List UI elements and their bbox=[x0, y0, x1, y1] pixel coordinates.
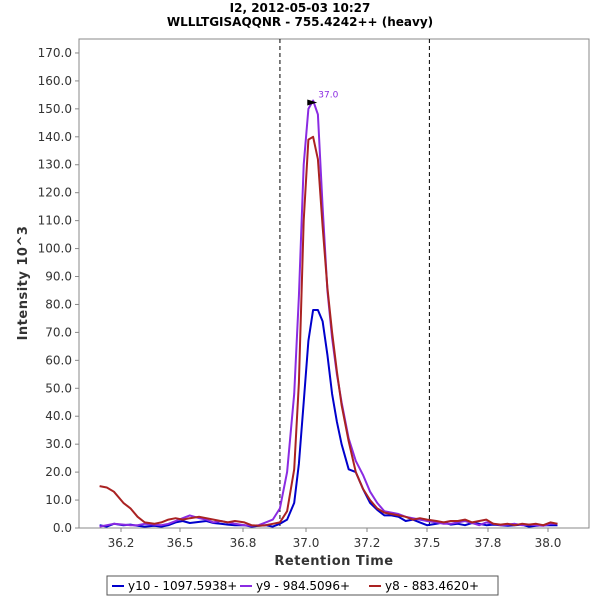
series-lines bbox=[99, 99, 558, 528]
x-tick-label: 37.5 bbox=[414, 536, 441, 550]
x-axis-label: Retention Time bbox=[274, 554, 393, 569]
y-tick-label: 0.0 bbox=[53, 521, 72, 535]
y-tick-label: 30.0 bbox=[45, 437, 72, 451]
peak-marker-icon bbox=[307, 99, 318, 106]
legend-label: y8 - 883.4620+ bbox=[385, 579, 479, 593]
x-tick-label: 36.8 bbox=[230, 536, 257, 550]
y-tick-label: 150.0 bbox=[38, 102, 72, 116]
x-tick-label: 37.8 bbox=[475, 536, 502, 550]
y-tick-label: 120.0 bbox=[38, 186, 72, 200]
y-tick-label: 170.0 bbox=[38, 46, 72, 60]
legend-label: y10 - 1097.5938+ bbox=[128, 579, 237, 593]
x-tick-label: 38.0 bbox=[535, 536, 562, 550]
series-line-y8 bbox=[99, 135, 558, 527]
x-axis: 36.2 36.5 36.8 37.0 37.2 37.5 37.8 38.0 bbox=[108, 528, 562, 550]
y-axis: 0.0 10.0 20.0 30.0 40.0 50.0 60.0 70.0 80.0 90.0 1… bbox=[38, 46, 79, 535]
y-tick-label: 70.0 bbox=[45, 325, 72, 339]
x-tick-label: 37.0 bbox=[293, 536, 320, 550]
plot-area bbox=[78, 38, 590, 529]
y-tick-label: 40.0 bbox=[45, 409, 72, 423]
y-tick-label: 50.0 bbox=[45, 381, 72, 395]
y-tick-label: 90.0 bbox=[45, 270, 72, 284]
chart-title: I2, 2012-05-03 10:27 bbox=[230, 1, 371, 15]
y-tick-label: 160.0 bbox=[38, 74, 72, 88]
y-tick-label: 110.0 bbox=[38, 214, 72, 228]
legend-label: y9 - 984.5096+ bbox=[256, 579, 350, 593]
x-tick-label: 36.5 bbox=[167, 536, 194, 550]
legend-box bbox=[106, 575, 499, 596]
y-tick-label: 100.0 bbox=[38, 242, 72, 256]
peak-label: 37.0 bbox=[318, 90, 338, 100]
x-tick-label: 36.2 bbox=[108, 536, 135, 550]
x-tick-label: 37.2 bbox=[354, 536, 381, 550]
y-tick-label: 60.0 bbox=[45, 353, 72, 367]
y-tick-label: 140.0 bbox=[38, 130, 72, 144]
y-tick-label: 130.0 bbox=[38, 158, 72, 172]
y-tick-label: 80.0 bbox=[45, 297, 72, 311]
y-axis-label: Intensity 10^3 bbox=[16, 226, 31, 341]
y-tick-label: 10.0 bbox=[45, 493, 72, 507]
integration-boundaries bbox=[279, 39, 430, 528]
legend: y10 - 1097.5938+ y9 - 984.5096+ y8 - 883.4… bbox=[112, 579, 479, 593]
chart-subtitle: WLLLTGISAQQNR - 755.4242++ (heavy) bbox=[167, 15, 433, 29]
y-tick-label: 20.0 bbox=[45, 465, 72, 479]
annotations: 37.0 bbox=[307, 90, 339, 106]
series-line-y10 bbox=[99, 309, 558, 528]
